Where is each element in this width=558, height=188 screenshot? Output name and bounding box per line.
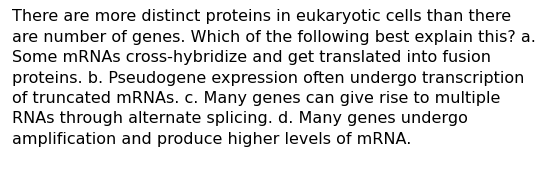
Text: There are more distinct proteins in eukaryotic cells than there
are number of ge: There are more distinct proteins in euka…	[12, 9, 536, 147]
